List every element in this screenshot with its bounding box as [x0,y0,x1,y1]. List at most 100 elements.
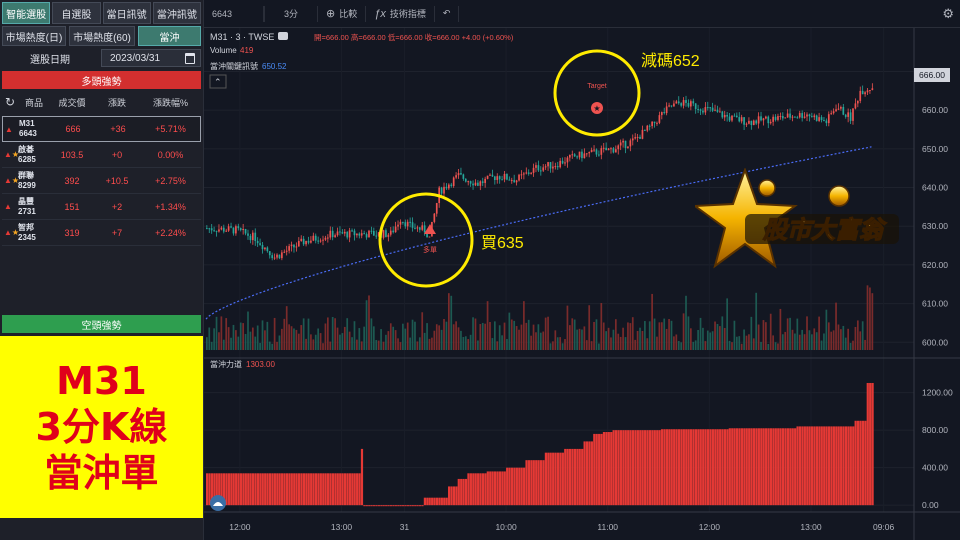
volume-bar [530,335,532,350]
volume-bar [239,322,242,350]
volume-bar [561,343,564,350]
candle [220,227,223,230]
volume-bar [844,337,847,350]
power-bar [477,473,480,506]
candle [564,162,566,164]
market-heat-day-button[interactable]: 市場熱度(日) [2,26,66,46]
power-bar [808,426,811,506]
candle [360,233,363,236]
power-bar [556,452,560,506]
power-bar [777,428,780,506]
volume-bar [242,323,244,350]
daytrade-signal-tab[interactable]: 當沖訊號 [152,2,201,24]
stock-row[interactable]: ▲ M31 6643 666 +36 +5.71% [2,116,201,142]
date-field[interactable]: 2023/03/31 [101,49,201,67]
collapse-legend-button[interactable] [209,74,227,89]
candle [464,178,467,182]
volume-bar [748,334,750,350]
volume-bar [796,318,799,350]
watchlist-tab[interactable]: 自選股 [52,2,101,24]
volume-bar [559,337,562,350]
stock-change: +2 [111,201,123,212]
candle [530,172,532,174]
interval-button[interactable]: 3分 [264,5,318,22]
volume-bar [651,293,653,350]
candle [433,213,436,222]
volume-bar [406,322,409,350]
candle [322,239,324,241]
stock-price: 666 [65,124,81,134]
power-bar [336,473,339,506]
candle [699,109,702,111]
power-bar [702,429,705,506]
candles[interactable] [206,83,874,261]
candle [859,90,862,101]
price-tick: 630.00 [922,221,948,231]
stock-change: +0 [111,149,123,160]
daily-signal-tab[interactable]: 當日訊號 [102,2,151,24]
candle [665,106,668,114]
volume-bar [692,341,695,350]
candle [588,152,591,154]
legend-collapse-icon[interactable] [278,32,288,40]
candle [779,115,782,117]
power-bar [849,426,852,506]
undo-button[interactable]: ↶ [435,5,460,22]
volume-bar [452,324,455,350]
power-bar [840,426,843,506]
symbol-input[interactable]: 6643 [204,5,264,22]
chart-area[interactable]: 600.00 610.00 620.00 630.00 640.00 650.00 660.… [204,28,960,540]
volume-bar [336,327,339,350]
indicators-button[interactable]: ƒx 技術指標 [366,5,435,22]
calendar-icon[interactable] [185,53,195,64]
time-axis: 12:00 13:00 31 10:00 11:00 12:00 13:00 09:06 [229,522,894,532]
stock-row[interactable]: ▲★ 群聯 8299 392 +10.5 +2.75% [2,168,201,194]
volume-bar [656,336,658,350]
power-bar [745,428,748,506]
smart-picker-tab[interactable]: 智能選股 [2,2,51,24]
candle [314,235,317,241]
power-bar [452,486,456,506]
short-section-header[interactable]: 空頭強勢 [2,315,201,333]
market-heat-60-button[interactable]: 市場熱度(60) [69,26,135,46]
daytrade-button[interactable]: 當沖 [138,26,201,46]
power-bar [426,497,429,506]
long-section-header[interactable]: 多頭強勢 [2,71,201,89]
volume-bar [399,342,402,350]
volume-bar [450,295,453,350]
candle [266,247,269,252]
power-bar [847,426,850,506]
volume-bar [467,339,470,350]
power-bar [786,428,789,506]
volume-bar [779,308,782,350]
volume-bar [818,316,820,350]
candle [339,231,341,233]
stock-row[interactable]: ▲★ 智邦 2345 319 +7 +2.24% [2,220,201,246]
candle [317,240,320,242]
power-bar [319,473,322,506]
candle [670,105,673,107]
filter-button-row: 市場熱度(日) 市場熱度(60) 當沖 [2,26,201,46]
settings-gear-icon[interactable]: ⚙ [942,6,954,21]
volume-bar [385,334,387,350]
power-bar [498,471,502,506]
power-bar [719,429,722,506]
candle [411,222,414,228]
candle [336,231,339,236]
compare-button[interactable]: ⊕ 比較 [318,5,367,22]
candle [735,115,738,118]
stock-row[interactable]: ▲★ 啟碁 6285 103.5 +0 0.00% [2,142,201,168]
candle [682,100,685,106]
volume-bar [372,326,375,350]
refresh-icon[interactable]: ↻ [4,95,16,109]
power-bar [443,497,446,506]
volume-bar [312,339,315,350]
volume-bar [641,330,644,350]
legend-ohlc: 開=666.00 高=666.00 低=666.00 收=666.00 +4.0… [314,32,514,42]
volume-bar [593,321,595,350]
volume-bar [416,341,419,350]
stock-row[interactable]: ▲ 晶豐 2731 151 +2 +1.34% [2,194,201,220]
power-bar [317,473,320,506]
candle [535,165,537,168]
candle [653,121,656,124]
